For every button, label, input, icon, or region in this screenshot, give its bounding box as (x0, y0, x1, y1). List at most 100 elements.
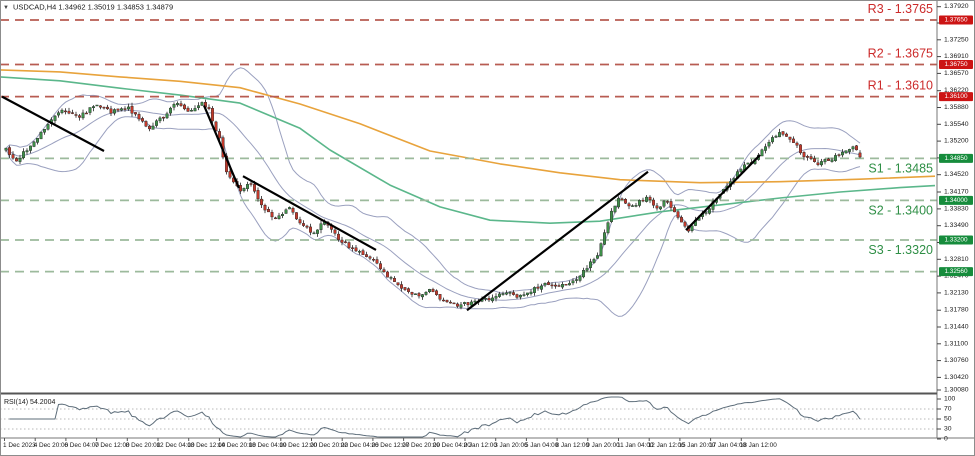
candle (795, 142, 799, 146)
axis-column-bg (937, 0, 975, 456)
candle (95, 104, 99, 107)
candle (106, 106, 109, 110)
candle (214, 121, 218, 131)
candle (820, 161, 823, 166)
y-tick-label: 1.33830 (944, 205, 969, 212)
candle (806, 156, 809, 158)
candle (512, 292, 515, 295)
candle (417, 293, 421, 297)
x-axis-label: 9 Jan 20:00 (586, 442, 620, 449)
candle (71, 112, 74, 114)
candle (155, 120, 158, 126)
candle (39, 131, 43, 140)
candle (298, 219, 302, 224)
candle (788, 136, 792, 140)
candle (533, 287, 536, 293)
candle (771, 137, 774, 143)
x-axis-label: 22 Dec 04:00 (341, 442, 379, 449)
candle (109, 108, 113, 114)
x-axis-label: 29 Dec 04:00 (433, 442, 471, 449)
candle (536, 286, 540, 289)
candle (624, 198, 627, 204)
ma-teal-fast (0, 76, 936, 224)
candle (165, 113, 169, 119)
axis-price-box-label-S4: 1.32560 (944, 268, 968, 275)
candle (484, 298, 487, 300)
candle (834, 155, 837, 161)
axis-price-box-S4 (939, 267, 973, 277)
candle (638, 200, 641, 206)
candle (190, 109, 193, 112)
trendline-1[interactable] (1, 95, 105, 152)
candle (358, 251, 361, 253)
candle (708, 208, 711, 214)
candle (631, 205, 634, 207)
candle (130, 105, 134, 114)
x-axis-label: 12 Jan 12:00 (648, 442, 685, 449)
candle (683, 221, 687, 227)
rsi-indicator-label: RSI(14) 54.2004 (4, 399, 55, 406)
candle (281, 213, 284, 216)
candle (438, 294, 442, 300)
candle (529, 291, 533, 294)
trendline-5[interactable] (685, 154, 761, 231)
candle (347, 242, 351, 249)
candle (816, 162, 820, 165)
candle (855, 145, 858, 151)
trendlines-layer (1, 95, 761, 312)
candle (505, 292, 508, 295)
y-tick-label: 1.33490 (944, 222, 969, 229)
x-axis-label: 18 Jan 12:00 (740, 442, 777, 449)
y-tick-label: 1.36570 (944, 70, 969, 77)
axis-price-box-R3 (939, 15, 973, 25)
candle (466, 302, 470, 306)
candle (673, 207, 676, 213)
rsi-scale-label: 0 (944, 436, 948, 443)
candle (407, 288, 410, 292)
y-tick-label: 1.35880 (944, 104, 969, 111)
x-axis-label: 8 Jan 12:00 (556, 442, 590, 449)
candle (172, 104, 176, 108)
candle (774, 135, 778, 138)
candle (764, 146, 767, 151)
trendline-3[interactable] (242, 175, 377, 251)
candle (277, 215, 281, 219)
candle (193, 108, 197, 112)
candle (519, 294, 522, 298)
candle (85, 112, 88, 115)
x-axis-label: 18 Dec 04:00 (249, 442, 287, 449)
candle (354, 247, 358, 252)
candle (389, 277, 393, 279)
candle (676, 211, 680, 218)
candle (781, 131, 785, 135)
candle (557, 285, 561, 287)
candle (36, 137, 39, 143)
candle (627, 203, 631, 207)
y-tick-label: 1.34520 (944, 171, 969, 178)
y-tick-label: 1.35540 (944, 121, 969, 128)
candle (319, 223, 323, 230)
candle (582, 270, 585, 278)
candle (652, 199, 655, 206)
candle (246, 184, 249, 189)
candle (669, 201, 673, 208)
x-axis-label: 5 Jan 04:00 (525, 442, 559, 449)
candle (414, 293, 417, 295)
bb-upper-band (5, 67, 861, 294)
y-tick-label: 1.36910 (944, 53, 969, 60)
candle (379, 263, 382, 270)
candle (200, 102, 204, 106)
candle (179, 103, 183, 106)
candle (463, 302, 466, 304)
trendline-4[interactable] (466, 170, 649, 312)
candle (823, 159, 827, 163)
x-axis-label: 8 Dec 20:00 (126, 442, 161, 449)
candle (550, 284, 554, 287)
symbol-dropdown-icon[interactable]: ▼ (3, 5, 9, 11)
trendline-2[interactable] (202, 105, 241, 189)
candle (767, 141, 771, 147)
candle (375, 259, 379, 264)
candle (473, 300, 477, 303)
